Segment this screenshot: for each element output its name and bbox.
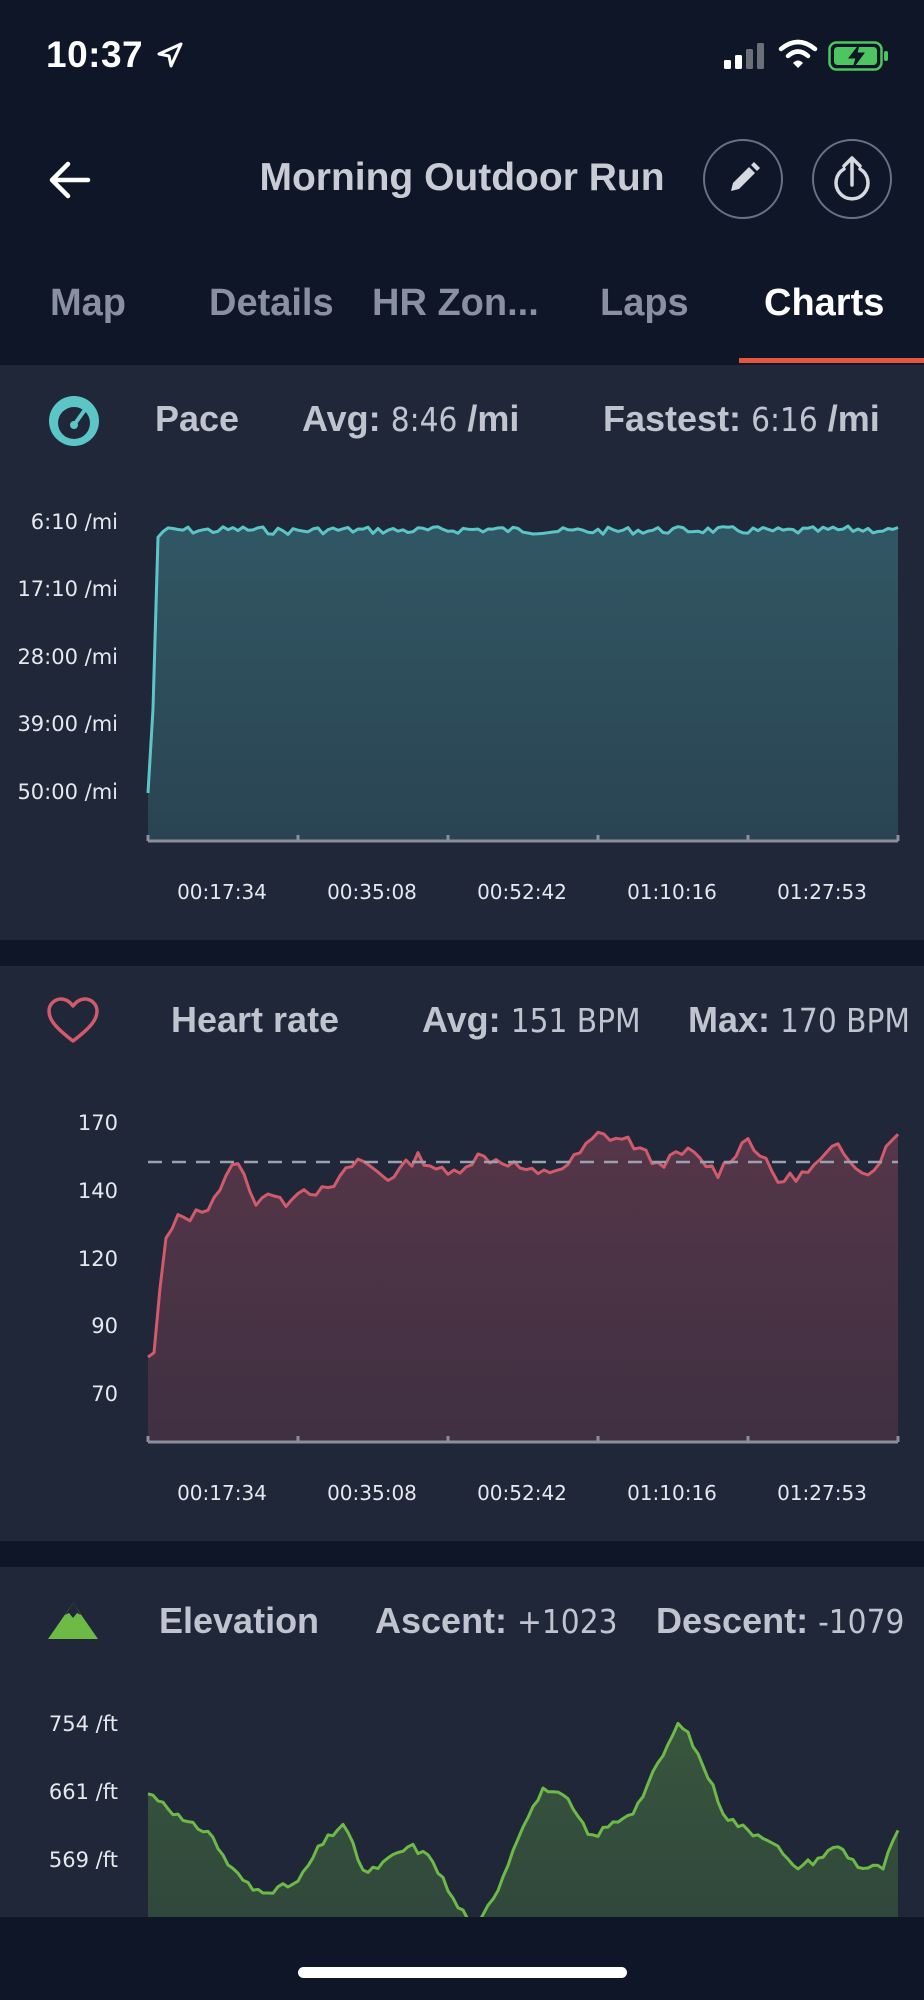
elevation-chart [147,1721,900,1917]
edit-button[interactable] [703,139,783,219]
elevation-ascent-value: +1023 [517,1602,618,1641]
pace-panel: Pace Avg: 8:46 /mi Fastest: 6:16 /mi 6:1… [0,365,924,940]
pencil-icon [731,162,760,191]
pace-avg-label: Avg: [302,398,381,439]
pace-fastest-value: 6:16 [751,400,818,439]
y-tick-label: 140 [77,1179,118,1203]
tab-laps[interactable]: Laps [600,282,689,324]
active-tab-indicator [739,358,924,363]
x-tick-label: 01:10:16 [627,880,717,904]
pace-avg-value: 8:46 [390,400,458,439]
share-button[interactable] [812,139,892,219]
location-arrow-icon [157,42,183,68]
pace-line [146,524,899,794]
pace-area [148,526,898,841]
y-tick-label: 120 [77,1247,118,1271]
home-indicator [298,1967,627,1978]
x-tick-label: 00:52:42 [477,1481,567,1505]
back-arrow-icon[interactable] [48,160,92,200]
pace-fastest-unit: /mi [827,398,880,439]
heart-max-label: Max: [688,999,771,1040]
mountain-icon [48,1603,98,1639]
y-tick-label: 17:10 /mi [17,577,118,601]
cellular-signal-icon [724,43,764,69]
tab-hr-zones[interactable]: HR Zon... [372,282,539,324]
heart-icon [47,997,99,1043]
y-tick-label: 754 /ft [48,1712,118,1736]
heart-avg-value: 151 BPM [510,1001,641,1040]
x-tick-label: 00:17:34 [177,1481,267,1505]
heart-avg-label: Avg: [422,999,501,1040]
heart-title: Heart rate [171,999,340,1040]
tab-details[interactable]: Details [209,282,334,324]
speedometer-icon [49,396,99,446]
x-tick-label: 00:35:08 [327,1481,417,1505]
y-tick-label: 170 [77,1111,118,1135]
x-tick-label: 01:27:53 [777,1481,867,1505]
pace-avg: Avg: 8:46 /mi [302,398,519,440]
elevation-descent-value: -1079 [818,1602,905,1641]
heart-avg: Avg: 151 BPM [422,999,641,1041]
y-tick-label: 50:00 /mi [17,780,118,804]
elevation-ascent-label: Ascent: [375,1600,508,1641]
tab-map[interactable]: Map [50,282,126,324]
heart-chart [146,1130,900,1444]
x-tick-label: 00:52:42 [477,880,567,904]
y-tick-label: 70 [91,1382,118,1406]
x-tick-label: 00:35:08 [327,880,417,904]
heart-max: Max: 170 BPM [688,999,910,1041]
tab-charts[interactable]: Charts [764,282,885,324]
elevation-line [147,1721,900,1917]
pace-chart [146,524,900,843]
pace-title: Pace [155,398,240,439]
y-tick-label: 28:00 /mi [17,645,118,669]
elevation-area [148,1723,898,1917]
y-tick-label: 569 /ft [48,1848,118,1872]
y-tick-label: 90 [91,1314,118,1338]
heart-max-value: 170 BPM [780,1001,911,1040]
heart-rate-panel: Heart rate Avg: 151 BPM Max: 170 BPM 170… [0,966,924,1541]
pace-avg-unit: /mi [467,398,520,439]
elevation-title: Elevation [159,1600,320,1641]
elevation-panel: Elevation Ascent: +1023 Descent: -1079 7… [0,1567,924,1917]
elevation-descent: Descent: -1079 [656,1600,904,1642]
y-tick-label: 661 /ft [48,1780,118,1804]
elevation-descent-label: Descent: [656,1600,809,1641]
heart-line [147,1130,900,1359]
x-tick-label: 01:27:53 [777,880,867,904]
wifi-icon [778,39,818,68]
pace-fastest-label: Fastest: [603,398,742,439]
status-time: 10:37 [46,34,144,75]
y-tick-label: 39:00 /mi [17,712,118,736]
x-tick-label: 00:17:34 [177,880,267,904]
pace-fastest: Fastest: 6:16 /mi [603,398,880,440]
upload-icon [834,156,870,201]
x-tick-label: 01:10:16 [627,1481,717,1505]
elevation-ascent: Ascent: +1023 [375,1600,617,1642]
battery-charging-icon [828,41,888,71]
y-tick-label: 6:10 /mi [30,510,118,534]
heart-area [148,1132,898,1442]
page-title: Morning Outdoor Run [259,156,665,199]
